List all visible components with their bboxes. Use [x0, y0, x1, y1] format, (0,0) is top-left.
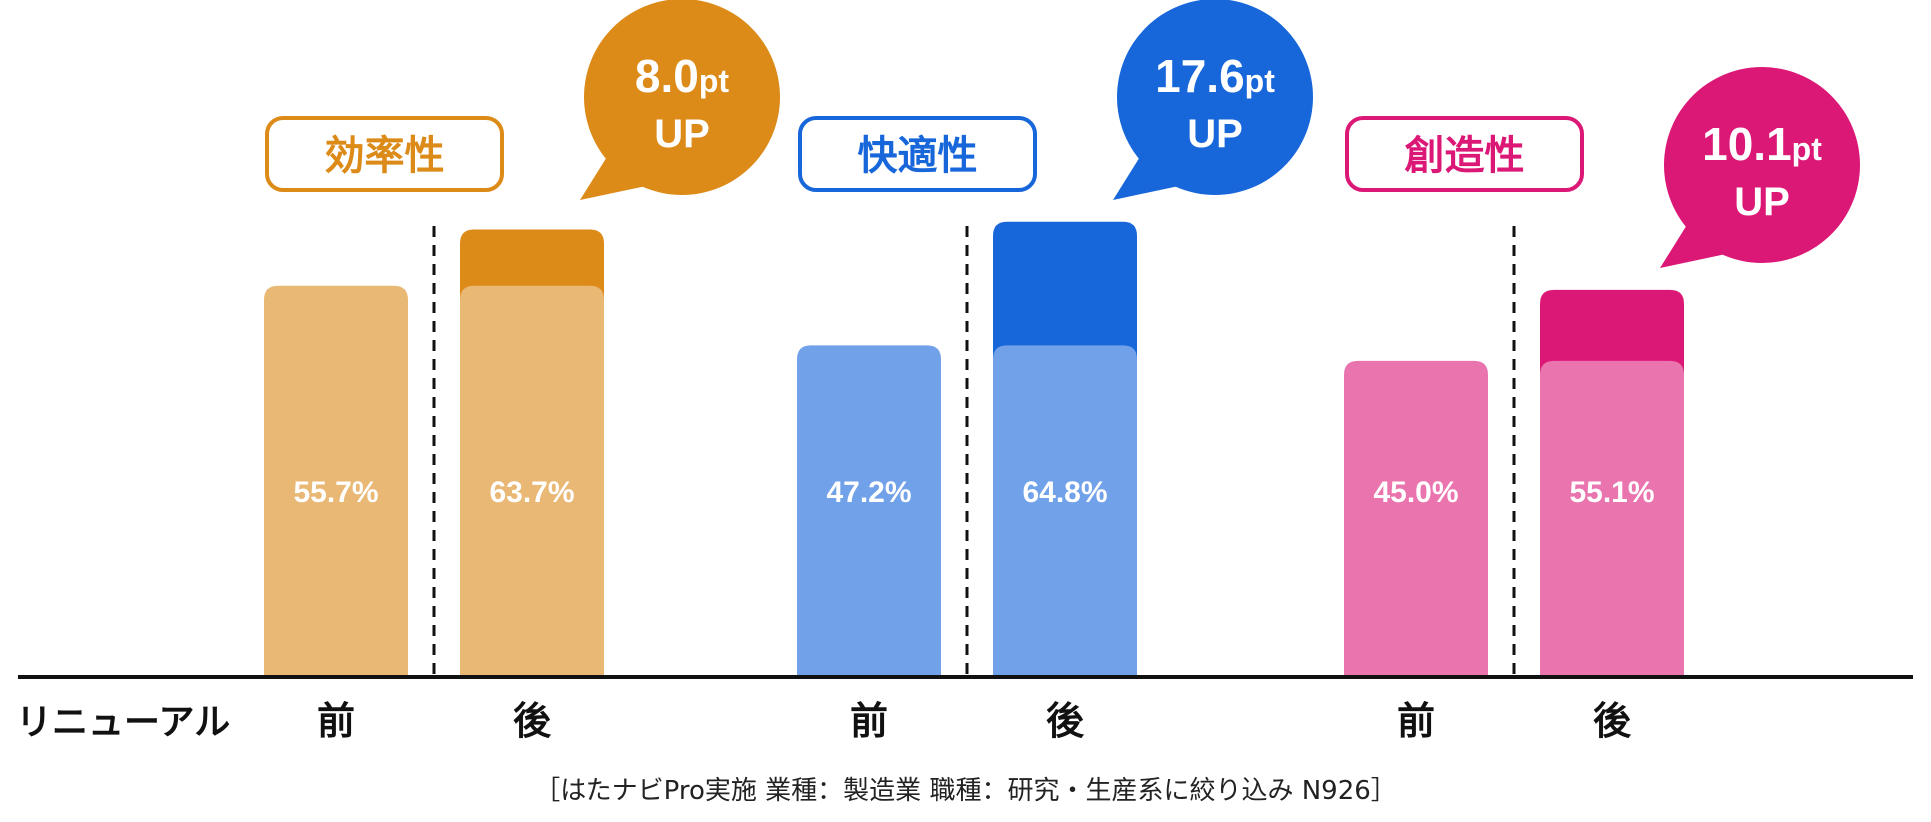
delta-value: 8.0pt — [635, 50, 730, 102]
bubble — [1117, 0, 1313, 195]
delta-suffix: UP — [654, 112, 710, 156]
delta-unit: pt — [699, 63, 730, 99]
tick-label-before: 前 — [850, 699, 888, 743]
bar-before — [1344, 360, 1488, 677]
delta-number: 17.6 — [1155, 50, 1245, 102]
bar-after-baseline-portion — [460, 285, 604, 677]
category-label: 効率性 — [325, 133, 445, 179]
data-label-before: 45.0% — [1373, 476, 1458, 509]
delta-value: 10.1pt — [1702, 118, 1822, 170]
data-label-after: 64.8% — [1022, 476, 1107, 509]
data-label-after: 63.7% — [489, 476, 574, 509]
bubble-tail — [1113, 152, 1193, 200]
data-label-after: 55.1% — [1569, 476, 1654, 509]
bar-before — [264, 285, 408, 677]
delta-number: 8.0 — [635, 50, 699, 102]
category-box — [798, 116, 1037, 192]
delta-suffix: UP — [1734, 180, 1790, 224]
bar-after-baseline-portion — [993, 345, 1137, 677]
bubble-tail — [1660, 220, 1740, 268]
category-box — [1345, 116, 1584, 192]
category-label: 快適性 — [858, 133, 978, 179]
delta-suffix: UP — [1187, 112, 1243, 156]
data-label-before: 55.7% — [293, 476, 378, 509]
category-label: 創造性 — [1405, 133, 1525, 179]
data-label-before: 47.2% — [826, 476, 911, 509]
delta-unit: pt — [1245, 63, 1276, 99]
delta-number: 10.1 — [1702, 118, 1792, 170]
tick-label-after: 後 — [513, 699, 552, 743]
bar-before — [797, 345, 941, 677]
tick-label-before: 前 — [1397, 699, 1435, 743]
tick-label-before: 前 — [317, 699, 355, 743]
delta-value: 17.6pt — [1155, 50, 1275, 102]
delta-unit: pt — [1792, 131, 1823, 167]
bubble — [584, 0, 780, 195]
bubble-tail — [580, 152, 660, 200]
bar-after-baseline-portion — [1540, 360, 1684, 677]
category-box — [265, 116, 504, 192]
footnote: ［はたナビPro実施 業種：製造業 職種：研究・生産系に絞り込み N926］ — [534, 776, 1397, 806]
tick-label-after: 後 — [1593, 699, 1632, 743]
axis-row-label: リニューアル — [16, 702, 230, 743]
tick-label-after: 後 — [1046, 699, 1085, 743]
bubble — [1664, 67, 1860, 263]
